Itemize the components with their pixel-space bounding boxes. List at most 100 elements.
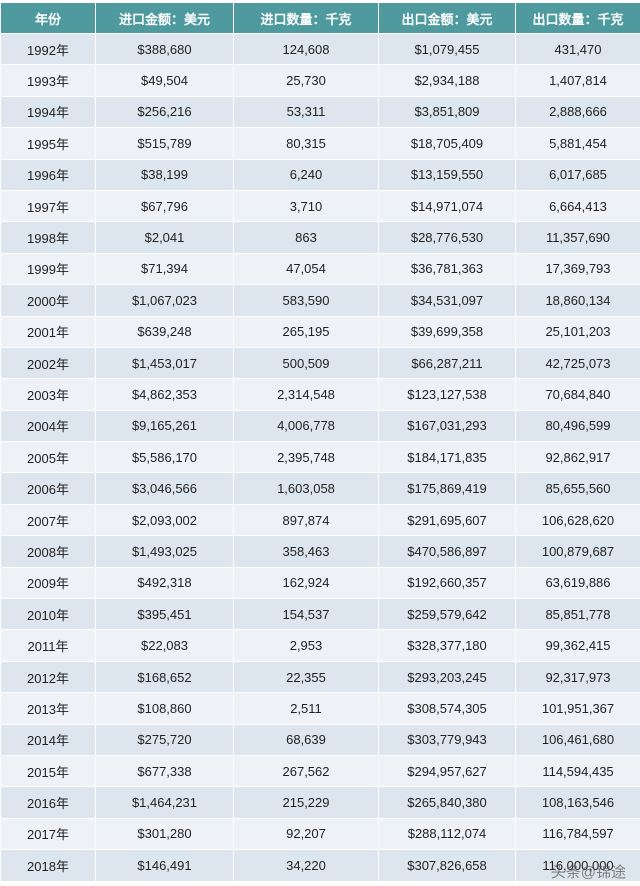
table-cell: 3,710: [233, 189, 379, 223]
table-cell: $175,869,419: [378, 472, 516, 505]
table-cell: $294,957,627: [378, 754, 516, 788]
table-cell: 1999年: [0, 252, 96, 286]
table-cell: $1,453,017: [95, 346, 234, 380]
table-cell: $9,165,261: [95, 409, 234, 443]
table-cell: $265,840,380: [378, 786, 516, 819]
table-cell: $308,574,305: [378, 692, 516, 725]
table-row: 2004年 $9,165,261 4,006,778 $167,031,293 80,4…: [0, 409, 640, 443]
table-row: 2014年 $275,720 68,639 $303,779,943 106,461,6…: [0, 723, 640, 756]
table-cell: 53,311: [233, 95, 379, 129]
table-row: 1993年 $49,504 25,730 $2,934,188 1,407,814: [0, 64, 640, 97]
table-cell: 162,924: [233, 566, 379, 600]
table-cell: $3,046,566: [95, 472, 234, 505]
table-cell: 2016年: [0, 786, 96, 819]
table-cell: 2004年: [0, 409, 96, 443]
table-cell: 863: [233, 221, 379, 254]
table-row: 2017年 $301,280 92,207 $288,112,074 116,784,5…: [0, 817, 640, 851]
table-cell: $288,112,074: [378, 817, 516, 851]
table-cell: $71,394: [95, 252, 234, 286]
table-row: 2015年 $677,338 267,562 $294,957,627 114,594,…: [0, 754, 640, 788]
table-cell: 500,509: [233, 346, 379, 380]
table-row: 1997年 $67,796 3,710 $14,971,074 6,664,413: [0, 189, 640, 223]
table-cell: $1,493,025: [95, 535, 234, 568]
table-cell: $108,860: [95, 692, 234, 725]
table-row: 1998年 $2,041 863 $28,776,530 11,357,690: [0, 221, 640, 254]
table-cell: $470,586,897: [378, 535, 516, 568]
table-cell: 1996年: [0, 158, 96, 191]
table-cell: 101,951,367: [515, 692, 640, 725]
table-row: 1992年 $388,680 124,608 $1,079,455 431,470: [0, 32, 640, 66]
table-cell: 106,628,620: [515, 503, 640, 537]
table-cell: 4,006,778: [233, 409, 379, 443]
table-cell: 2011年: [0, 629, 96, 662]
table-cell: $307,826,658: [378, 849, 516, 882]
table-cell: 265,195: [233, 315, 379, 348]
table-cell: 42,725,073: [515, 346, 640, 380]
table-cell: 154,537: [233, 598, 379, 631]
table-cell: 63,619,886: [515, 566, 640, 600]
table-cell: 22,355: [233, 660, 379, 694]
table-cell: $184,171,835: [378, 441, 516, 474]
table-cell: $14,971,074: [378, 189, 516, 223]
table-cell: $1,079,455: [378, 32, 516, 66]
table-cell: $28,776,530: [378, 221, 516, 254]
table-cell: 80,496,599: [515, 409, 640, 443]
table-row: 2008年 $1,493,025 358,463 $470,586,897 100,87…: [0, 535, 640, 568]
table-cell: $1,067,023: [95, 284, 234, 317]
table-cell: 17,369,793: [515, 252, 640, 286]
table-cell: $3,851,809: [378, 95, 516, 129]
table-cell: 897,874: [233, 503, 379, 537]
table-row: 2003年 $4,862,353 2,314,548 $123,127,538 70,6…: [0, 378, 640, 411]
table-cell: 2,395,748: [233, 441, 379, 474]
table-cell: 116,784,597: [515, 817, 640, 851]
table-body: 1992年 $388,680 124,608 $1,079,455 431,470 199…: [0, 32, 640, 882]
table-cell: 70,684,840: [515, 378, 640, 411]
table-cell: $2,934,188: [378, 64, 516, 97]
table-cell: 1993年: [0, 64, 96, 97]
table-row: 2013年 $108,860 2,511 $308,574,305 101,951,36…: [0, 692, 640, 725]
table-cell: 6,240: [233, 158, 379, 191]
table-cell: 34,220: [233, 849, 379, 882]
table-cell: 100,879,687: [515, 535, 640, 568]
table-cell: $639,248: [95, 315, 234, 348]
table-cell: 2015年: [0, 754, 96, 788]
table-cell: $34,531,097: [378, 284, 516, 317]
table-cell: 2,953: [233, 629, 379, 662]
table-cell: $67,796: [95, 189, 234, 223]
table-cell: 267,562: [233, 754, 379, 788]
table-cell: 2,888,666: [515, 95, 640, 129]
table-cell: 2000年: [0, 284, 96, 317]
table-cell: 11,357,690: [515, 221, 640, 254]
table-cell: 1,603,058: [233, 472, 379, 505]
table-cell: $256,216: [95, 95, 234, 129]
table-cell: $168,652: [95, 660, 234, 694]
table-cell: 1992年: [0, 32, 96, 66]
table-row: 2018年 $146,491 34,220 $307,826,658 116,000,0…: [0, 849, 640, 882]
table-cell: 92,207: [233, 817, 379, 851]
table-cell: $301,280: [95, 817, 234, 851]
table-row: 2011年 $22,083 2,953 $328,377,180 99,362,415: [0, 629, 640, 662]
header-row: 年份 进口金额：美元 进口数量：千克 出口金额：美元 出口数量：千克: [0, 2, 640, 34]
table-cell: 80,315: [233, 127, 379, 160]
table-cell: 2005年: [0, 441, 96, 474]
table-cell: 431,470: [515, 32, 640, 66]
table-row: 2006年 $3,046,566 1,603,058 $175,869,419 85,6…: [0, 472, 640, 505]
watermark: 头条@锦途: [550, 864, 626, 881]
table-cell: $13,159,550: [378, 158, 516, 191]
table-row: 2005年 $5,586,170 2,395,748 $184,171,835 92,8…: [0, 441, 640, 474]
table-cell: $303,779,943: [378, 723, 516, 756]
table-cell: 114,594,435: [515, 754, 640, 788]
table-cell: 2012年: [0, 660, 96, 694]
table-cell: 25,730: [233, 64, 379, 97]
table-cell: 1995年: [0, 127, 96, 160]
table-cell: 2003年: [0, 378, 96, 411]
header-cell: 进口数量：千克: [233, 2, 379, 34]
table-cell: 124,608: [233, 32, 379, 66]
table-cell: 6,664,413: [515, 189, 640, 223]
table-cell: $328,377,180: [378, 629, 516, 662]
table-cell: 92,862,917: [515, 441, 640, 474]
table-cell: 85,655,560: [515, 472, 640, 505]
table-cell: $18,705,409: [378, 127, 516, 160]
table-cell: 47,054: [233, 252, 379, 286]
